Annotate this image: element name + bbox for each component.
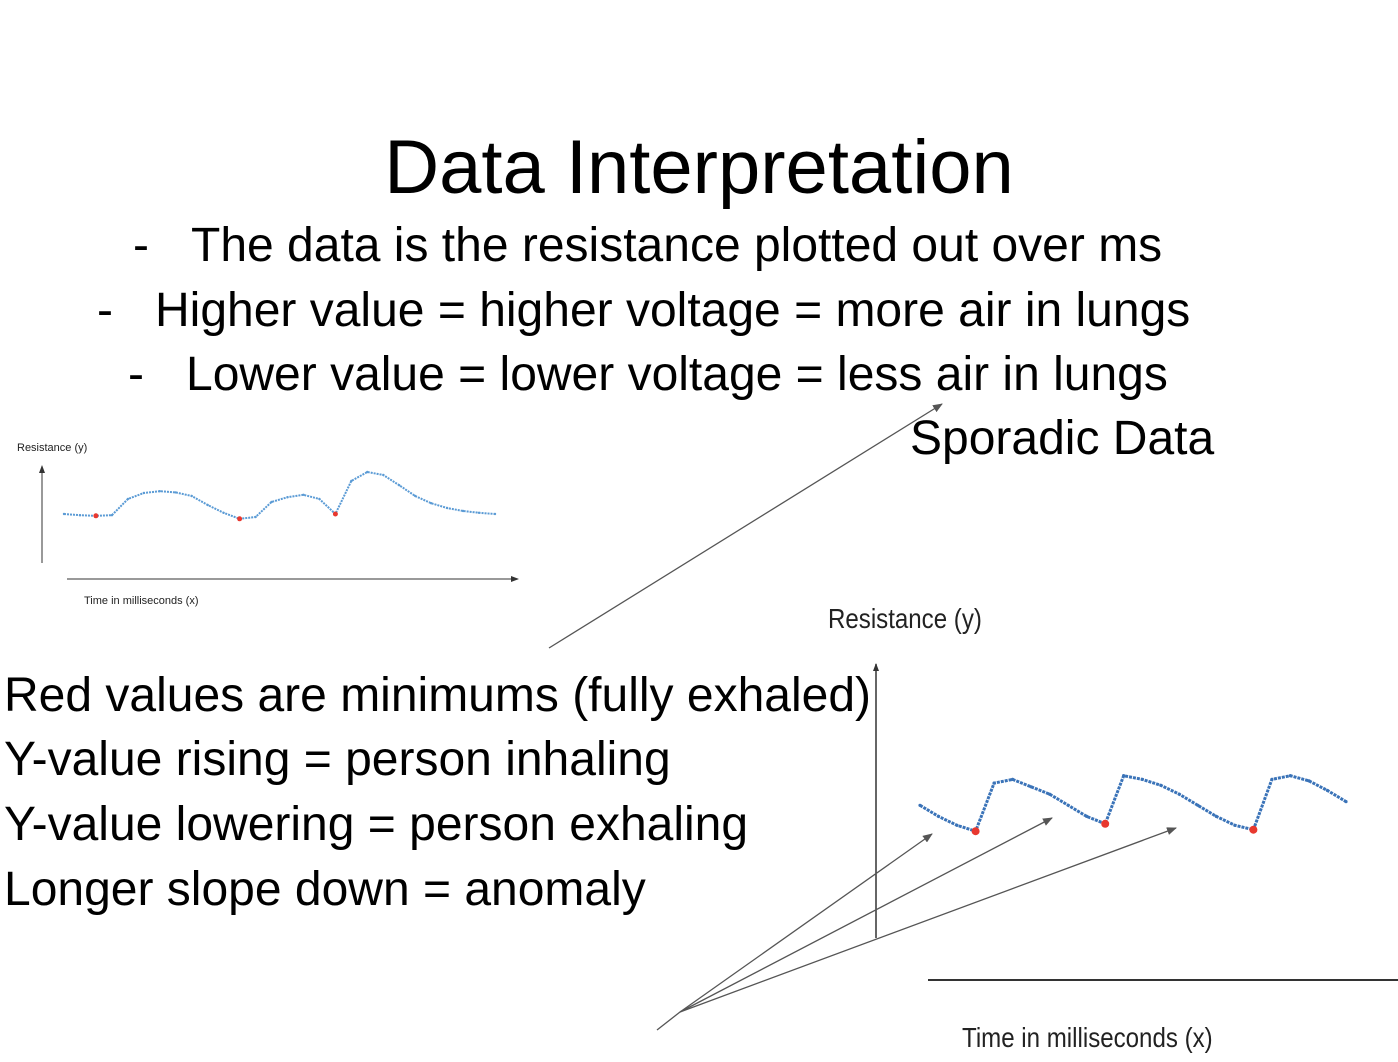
sporadic-arrow [548, 403, 943, 649]
minimum-arrow-2 [679, 817, 1053, 1013]
data-point [1325, 788, 1330, 793]
data-point [382, 473, 385, 477]
note-minimums: Red values are minimums (fully exhaled) [4, 669, 871, 722]
large-chart-series [918, 773, 1348, 836]
data-point [174, 491, 177, 494]
series-line [63, 470, 496, 520]
data-point [78, 514, 82, 517]
data-point [1029, 785, 1033, 789]
data-point [1066, 803, 1070, 807]
large-chart-xlabel: Time in milliseconds (x) [962, 1022, 1213, 1053]
large-chart-ylabel: Resistance (y) [828, 603, 982, 634]
data-point [254, 515, 257, 519]
data-point [158, 490, 161, 493]
data-point [350, 479, 353, 483]
bullet-1: - The data is the resistance plotted out … [133, 218, 1162, 274]
bullet-text: Higher value = higher voltage = more air… [155, 284, 1191, 337]
data-point [318, 497, 321, 501]
minimum-point [237, 516, 243, 522]
data-point [190, 494, 193, 498]
note-anomaly: Longer slope down = anomaly [4, 863, 646, 916]
small-chart-ylabel: Resistance (y) [17, 442, 88, 454]
data-point [477, 511, 481, 514]
arrow-tail [656, 1011, 681, 1031]
data-point [302, 493, 305, 496]
data-point [1085, 814, 1089, 819]
data-point [414, 494, 417, 498]
data-point [1122, 774, 1126, 778]
minimum-point [1101, 819, 1110, 828]
data-point [126, 497, 130, 501]
data-point [142, 491, 145, 495]
minimum-arrow-1 [679, 833, 933, 1013]
data-point [1159, 783, 1163, 787]
minimum-point [332, 511, 338, 517]
bullet-dash: - [133, 219, 149, 272]
data-point [918, 803, 922, 807]
slide-title: Data Interpretation [384, 125, 1014, 210]
data-point [461, 509, 465, 513]
data-point [110, 514, 114, 517]
note-exhaling: Y-value lowering = person exhaling [4, 798, 749, 851]
data-point [1196, 803, 1200, 807]
small-chart-xlabel: Time in milliseconds (x) [84, 595, 199, 607]
data-point [1011, 777, 1015, 782]
minimum-arrow-3 [679, 827, 1177, 1013]
data-point [445, 506, 449, 510]
data-point [429, 502, 433, 505]
data-point [936, 814, 941, 819]
bullet-dash: - [128, 348, 144, 401]
data-point [955, 823, 959, 827]
data-point [493, 512, 497, 516]
sporadic-data-label: Sporadic Data [910, 412, 1215, 465]
bullet-dash: - [97, 284, 113, 337]
data-point [1140, 777, 1144, 782]
data-point [286, 496, 289, 499]
data-point [1233, 823, 1237, 827]
data-point [1307, 779, 1311, 783]
data-point [1270, 777, 1274, 782]
data-point [206, 503, 209, 507]
data-point [366, 470, 369, 474]
data-point [992, 781, 996, 785]
minimum-point [971, 827, 980, 836]
bullet-text: The data is the resistance plotted out o… [191, 219, 1163, 272]
data-point [1214, 814, 1218, 819]
minimum-point [1249, 825, 1258, 834]
data-point [1288, 774, 1292, 778]
data-point [1177, 792, 1181, 796]
data-point [398, 484, 401, 487]
bullet-text: Lower value = lower voltage = less air i… [186, 348, 1168, 401]
series-line [919, 773, 1347, 834]
data-point [1048, 792, 1052, 796]
bullet-3: - Lower value = lower voltage = less air … [128, 347, 1168, 403]
data-point [1344, 800, 1348, 804]
note-inhaling: Y-value rising = person inhaling [4, 733, 671, 786]
bullet-2: - Higher value = higher voltage = more ai… [97, 283, 1190, 339]
data-point [222, 511, 225, 514]
data-point [270, 500, 273, 504]
minimum-point [93, 513, 99, 519]
data-point [62, 512, 66, 516]
small-chart-series [62, 470, 497, 522]
